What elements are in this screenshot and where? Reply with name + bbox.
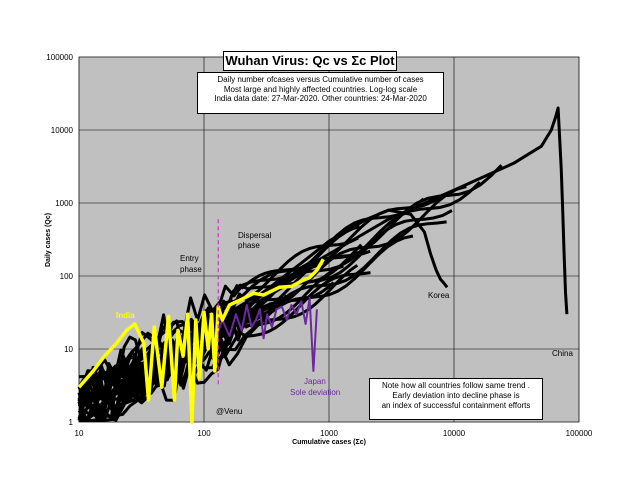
japan-deviation-label: Sole deviation bbox=[290, 388, 340, 397]
x-tick-label: 10000 bbox=[443, 429, 466, 438]
y-axis-ticks: 1 10 100 1000 10000 100000 bbox=[46, 53, 73, 427]
y-tick-label: 10000 bbox=[51, 126, 74, 135]
korea-label: Korea bbox=[428, 291, 450, 300]
x-tick-label: 100 bbox=[197, 429, 211, 438]
dispersal-phase-label-2: phase bbox=[238, 241, 260, 250]
y-tick-label: 10 bbox=[64, 345, 73, 354]
note-line-1: Note how all countries follow same trend… bbox=[381, 381, 531, 390]
note-line-3: an index of successful containment effor… bbox=[381, 401, 531, 410]
entry-phase-label-2: phase bbox=[180, 265, 202, 274]
series-lines bbox=[77, 106, 569, 424]
subtitle-line-2: Most large and highly affected countries… bbox=[223, 84, 418, 94]
entry-phase-label-1: Entry bbox=[180, 254, 199, 263]
y-tick-label: 1 bbox=[69, 418, 74, 427]
note-box: Note how all countries follow same trend… bbox=[369, 378, 543, 420]
y-tick-label: 100 bbox=[60, 272, 74, 281]
chart-title: Wuhan Virus: Qc vs Σc Plot bbox=[223, 51, 397, 71]
x-tick-label: 1000 bbox=[320, 429, 338, 438]
india-label: India bbox=[116, 311, 135, 320]
x-tick-label: 100000 bbox=[566, 429, 593, 438]
y-tick-label: 1000 bbox=[55, 199, 73, 208]
series-line-china bbox=[100, 106, 569, 402]
x-axis-ticks: 10 100 1000 10000 100000 bbox=[75, 429, 593, 438]
author-label: @Venu bbox=[216, 407, 242, 416]
series-line-india bbox=[77, 258, 325, 424]
series-line-japan bbox=[212, 297, 318, 372]
x-tick-label: 10 bbox=[75, 429, 84, 438]
subtitle-line-1: Daily number ofcases versus Cumulative n… bbox=[217, 75, 424, 84]
grid bbox=[78, 56, 580, 423]
china-label: China bbox=[552, 349, 573, 358]
chart-subtitle: Daily number ofcases versus Cumulative n… bbox=[197, 72, 444, 114]
subtitle-line-3: India data date: 27-Mar-2020. Other coun… bbox=[214, 94, 427, 103]
x-axis-title: Cumulative cases (Σc) bbox=[292, 439, 366, 446]
y-axis-title: Daily cases (Qc) bbox=[45, 213, 52, 267]
dispersal-phase-label-1: Dispersal bbox=[238, 231, 272, 240]
note-line-2: Early deviation into decline phase is bbox=[392, 391, 520, 400]
y-tick-label: 100000 bbox=[46, 53, 73, 62]
country-line bbox=[79, 281, 335, 422]
japan-label: Japan bbox=[304, 377, 326, 386]
country-line bbox=[78, 220, 447, 422]
